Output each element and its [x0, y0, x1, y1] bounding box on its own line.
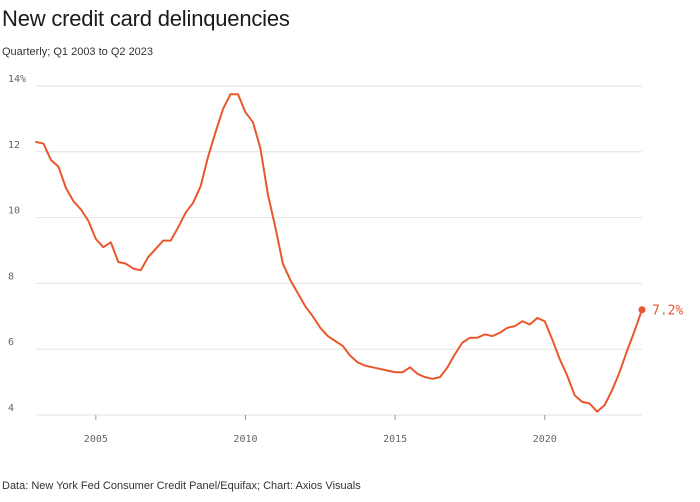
y-tick-label: 4	[8, 403, 14, 414]
gridlines	[36, 85, 642, 416]
series-line-group	[35, 93, 643, 413]
y-tick-label: 8	[8, 271, 14, 282]
y-tick-label: 6	[8, 337, 14, 348]
y-tick-label: 12	[8, 140, 20, 151]
x-tick-label: 2015	[383, 434, 407, 445]
end-annotation: 7.2%	[638, 304, 683, 319]
end-value-label: 7.2%	[652, 304, 683, 319]
y-tick-label: 14%	[8, 74, 26, 85]
chart-title: New credit card delinquencies	[2, 6, 290, 31]
y-tick-label: 10	[8, 206, 20, 217]
y-axis-ticks: 4 6 8 10 12 14%	[8, 74, 26, 414]
series-line	[35, 93, 643, 413]
x-axis-ticks: 2005 2010 2015 2020	[84, 415, 557, 445]
x-tick-label: 2020	[533, 434, 557, 445]
x-tick-label: 2010	[233, 434, 257, 445]
chart-subtitle: Quarterly; Q1 2003 to Q2 2023	[2, 46, 154, 58]
chart-source: Data: New York Fed Consumer Credit Panel…	[2, 480, 361, 492]
end-point-marker	[638, 306, 646, 314]
x-tick-label: 2005	[84, 434, 108, 445]
